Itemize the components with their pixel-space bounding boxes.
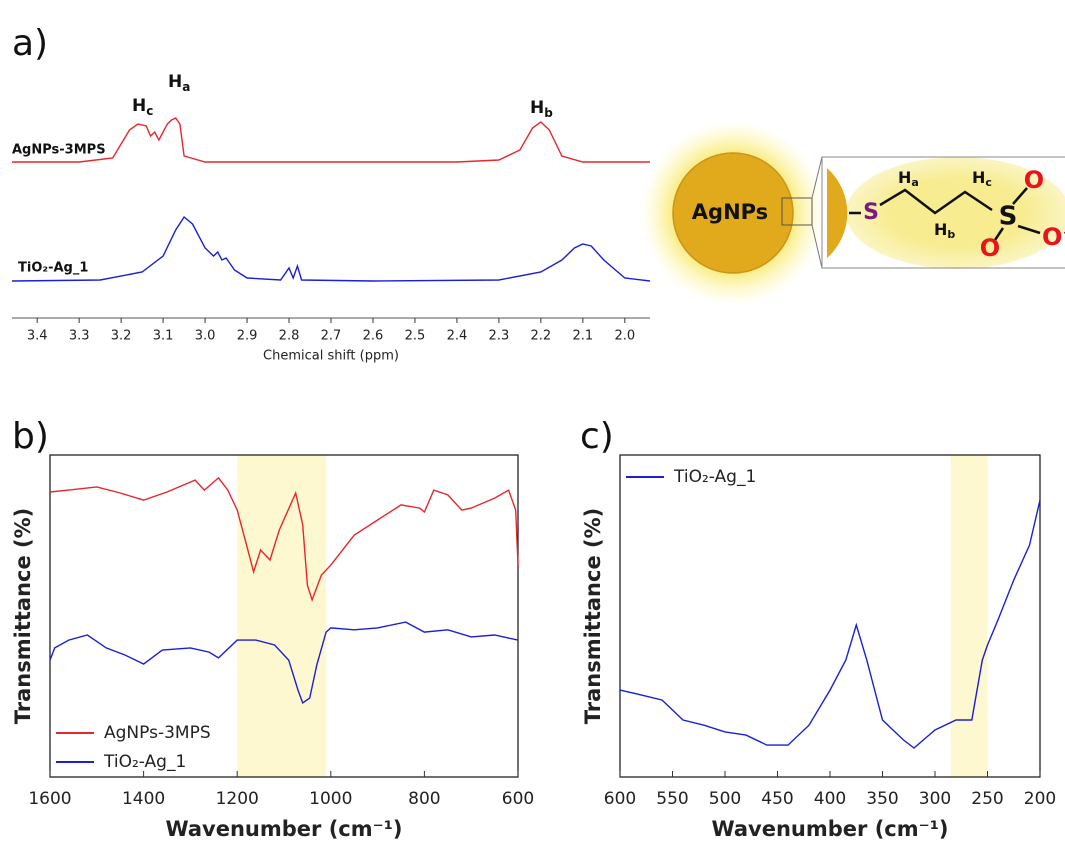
- series-label: AgNPs-3MPS: [12, 143, 106, 158]
- spectrum-line: [11, 215, 651, 282]
- panel-label: a): [12, 23, 48, 64]
- x-tick-label: 800: [408, 789, 440, 809]
- x-tick-label: 550: [656, 789, 688, 809]
- legend-label: TiO₂-Ag_1: [103, 752, 186, 772]
- hydrogen-subscript: b: [947, 228, 955, 241]
- x-tick-label: 2.7: [321, 329, 342, 344]
- panel-label: b): [12, 416, 49, 457]
- nanoparticle-diagram: AgNPs S S O O O⁻ Ha Hb Hc: [641, 121, 1065, 305]
- x-tick-label: 3.2: [111, 329, 132, 344]
- x-axis-title: Chemical shift (ppm): [263, 349, 399, 364]
- spectrum-line: [619, 499, 1041, 749]
- x-tick-label: 1200: [216, 789, 259, 809]
- x-tick-label: 1000: [309, 789, 352, 809]
- hydrogen-subscript: a: [911, 176, 918, 189]
- x-tick-label: 2.5: [405, 329, 426, 344]
- x-tick-label: 600: [502, 789, 534, 809]
- y-axis-title: Transmittance (%): [11, 508, 35, 725]
- bond: [1012, 187, 1028, 205]
- peak-label-sub: c: [146, 104, 153, 118]
- x-tick-label: 2.6: [363, 329, 384, 344]
- x-tick-label: 2.1: [572, 329, 593, 344]
- zoom-box: [781, 197, 813, 226]
- hydrogen-label: Hb: [934, 220, 955, 242]
- particle-edge: [827, 168, 848, 258]
- sulfur-atom: S: [863, 200, 879, 225]
- oxygen-atom: O⁻: [1042, 223, 1065, 251]
- zoom-line: [811, 156, 823, 199]
- x-axis-title: Wavenumber (cm⁻¹): [165, 817, 402, 841]
- x-tick-label: 450: [761, 789, 793, 809]
- panel-label: c): [580, 416, 614, 457]
- peak-label-sub: b: [544, 106, 553, 120]
- hydrogen-label: Ha: [898, 168, 919, 190]
- x-tick-label: 2.8: [279, 329, 300, 344]
- spectrum-line: [12, 117, 650, 163]
- particle-label: AgNPs: [692, 200, 768, 224]
- x-tick-label: 2.4: [447, 329, 468, 344]
- highlight-band: [237, 455, 327, 777]
- x-tick-label: 250: [971, 789, 1003, 809]
- spectrum-line: [49, 621, 519, 704]
- sulfur-atom: S: [999, 202, 1018, 232]
- hydrogen: H: [898, 168, 911, 187]
- peak-label-main: H: [132, 96, 146, 116]
- series-label: TiO₂-Ag_1: [18, 261, 88, 276]
- x-tick-label: 2.3: [489, 329, 510, 344]
- x-tick-label: 2.0: [614, 329, 635, 344]
- peak-label: Hb: [530, 98, 553, 120]
- peak-label: Hc: [132, 96, 153, 118]
- hydrogen-label: Hc: [972, 168, 992, 190]
- x-tick-label: 3.0: [195, 329, 216, 344]
- x-tick-label: 400: [814, 789, 846, 809]
- peak-label-sub: a: [182, 80, 190, 94]
- oxygen-atom: O: [1024, 166, 1044, 194]
- ligand-glow: [846, 157, 1065, 269]
- x-tick-label: 350: [866, 789, 898, 809]
- x-tick-label: 300: [919, 789, 951, 809]
- legend-label: AgNPs-3MPS: [104, 723, 211, 743]
- oxygen-atom: O: [980, 234, 1000, 262]
- peak-label: Ha: [168, 72, 190, 94]
- particle: [672, 152, 794, 274]
- y-axis-title: Transmittance (%): [581, 508, 605, 725]
- legend-label: TiO₂-Ag_1: [673, 467, 756, 487]
- x-tick-label: 2.9: [237, 329, 258, 344]
- plot-frame: [49, 454, 519, 778]
- hydrogen: H: [934, 220, 947, 239]
- hydrogen-subscript: c: [985, 176, 992, 189]
- zoom-line: [811, 224, 823, 269]
- carbon-chain: [879, 188, 993, 215]
- spectrum-line: [49, 476, 519, 603]
- x-tick-label: 200: [1024, 789, 1056, 809]
- x-tick-label: 500: [709, 789, 741, 809]
- bond: [993, 227, 1005, 241]
- x-tick-label: 2.2: [531, 329, 552, 344]
- zoom-frame: [821, 156, 1065, 269]
- hydrogen: H: [972, 168, 985, 187]
- x-tick-label: 1400: [122, 789, 165, 809]
- x-tick-label: 1600: [28, 789, 71, 809]
- x-axis-title: Wavenumber (cm⁻¹): [711, 817, 948, 841]
- peak-label-main: H: [168, 72, 182, 92]
- x-tick-label: 3.3: [69, 329, 90, 344]
- bond: [1017, 224, 1041, 235]
- peak-label-main: H: [530, 98, 544, 118]
- x-tick-label: 3.1: [153, 329, 174, 344]
- highlight-band: [950, 455, 988, 777]
- x-tick-label: 600: [604, 789, 636, 809]
- x-tick-label: 3.4: [27, 329, 48, 344]
